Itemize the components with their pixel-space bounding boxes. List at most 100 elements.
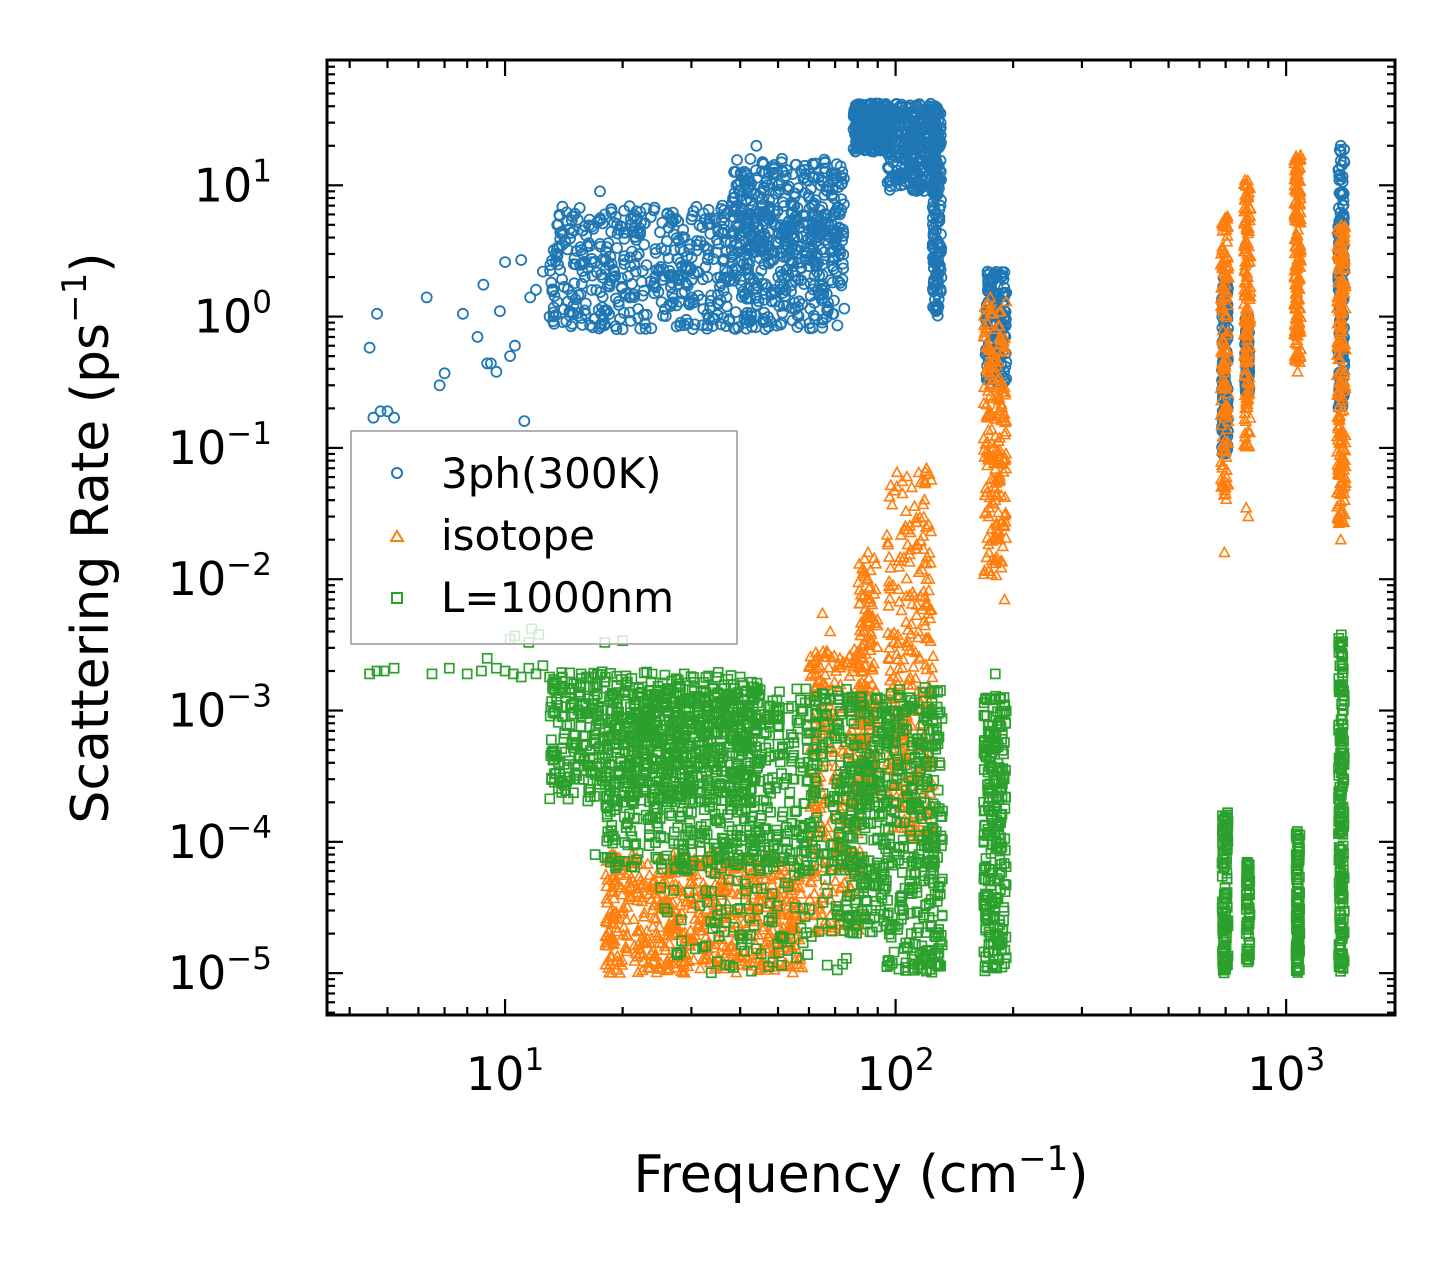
- data-point: [789, 303, 802, 316]
- data-point: [931, 187, 944, 200]
- data-point: [774, 247, 787, 260]
- data-point: [702, 312, 715, 325]
- data-point: [695, 293, 708, 306]
- data-point: [750, 321, 762, 334]
- data-point: [567, 258, 580, 271]
- data-point: [805, 235, 818, 248]
- data-point: [848, 104, 861, 117]
- data-point: [694, 235, 707, 248]
- data-point: [760, 288, 772, 300]
- data-point: [932, 159, 945, 172]
- data-point: [721, 266, 733, 279]
- data-point: [556, 316, 569, 329]
- data-point: [910, 170, 923, 183]
- data-point: [895, 98, 908, 111]
- data-point: [607, 263, 620, 276]
- data-point: [636, 265, 649, 277]
- data-point: [928, 262, 940, 275]
- data-point: [630, 250, 643, 263]
- data-point: [836, 234, 848, 247]
- data-point: [885, 148, 898, 161]
- data-point: [547, 283, 560, 296]
- data-point: [1332, 164, 1345, 177]
- data-point: [884, 183, 896, 196]
- data-point: [813, 269, 826, 282]
- data-point: [743, 207, 756, 220]
- data-point: [748, 276, 761, 289]
- data-point: [858, 133, 871, 145]
- data-point: [554, 264, 566, 277]
- data-point: [757, 181, 770, 194]
- data-point: [774, 318, 787, 331]
- data-point: [619, 287, 632, 300]
- data-point: [732, 321, 745, 334]
- data-point: [611, 242, 623, 254]
- data-point: [576, 247, 589, 260]
- data-point: [804, 322, 816, 335]
- data-point: [904, 129, 917, 142]
- data-point: [826, 188, 838, 201]
- data-point: [759, 315, 772, 328]
- data-point: [759, 248, 772, 261]
- data-point: [986, 287, 999, 300]
- data-point: [739, 174, 751, 187]
- data-point: [585, 284, 598, 296]
- data-point: [727, 192, 739, 205]
- data-point: [550, 309, 562, 322]
- data-point: [733, 209, 746, 222]
- data-point: [575, 277, 588, 290]
- data-point: [684, 238, 697, 251]
- data-point: [718, 272, 730, 284]
- data-point: [908, 150, 920, 163]
- data-point: [757, 312, 770, 325]
- data-point: [835, 279, 848, 292]
- series-circle-markers: [363, 97, 1351, 460]
- data-point: [913, 116, 925, 128]
- data-point: [763, 166, 775, 179]
- data-point: [1338, 143, 1350, 156]
- data-point: [725, 244, 738, 257]
- data-point: [681, 279, 694, 292]
- data-point: [737, 222, 750, 235]
- data-point: [709, 212, 722, 225]
- data-point: [928, 117, 941, 130]
- data-point: [799, 216, 812, 229]
- data-point: [889, 171, 902, 184]
- data-point: [831, 319, 844, 332]
- data-point: [662, 252, 675, 265]
- data-point: [787, 239, 799, 252]
- data-point: [729, 306, 742, 319]
- data-point: [927, 218, 939, 231]
- data-point: [735, 279, 748, 292]
- data-point: [906, 106, 919, 119]
- data-point: [686, 323, 699, 336]
- data-point: [794, 317, 806, 330]
- data-point: [612, 299, 625, 311]
- data-point: [904, 162, 917, 175]
- data-point: [752, 295, 765, 308]
- data-point: [674, 242, 687, 255]
- data-point: [812, 215, 825, 228]
- data-point: [640, 259, 653, 272]
- data-point: [665, 281, 677, 294]
- data-point: [850, 139, 863, 152]
- data-point: [728, 165, 740, 178]
- data-point: [545, 276, 558, 289]
- data-point: [929, 128, 942, 141]
- data-point: [810, 223, 823, 235]
- data-point: [995, 271, 1007, 284]
- data-point: [782, 223, 795, 236]
- data-point: [688, 267, 700, 280]
- data-point: [572, 289, 585, 302]
- data-point: [647, 204, 660, 217]
- data-point: [723, 315, 735, 328]
- data-point: [828, 294, 840, 307]
- data-point: [700, 242, 713, 255]
- data-point: [553, 208, 566, 221]
- data-point: [634, 206, 647, 218]
- data-point: [728, 187, 741, 200]
- data-point: [832, 250, 845, 263]
- data-point: [622, 270, 634, 283]
- data-point: [779, 284, 792, 297]
- data-point: [638, 284, 650, 297]
